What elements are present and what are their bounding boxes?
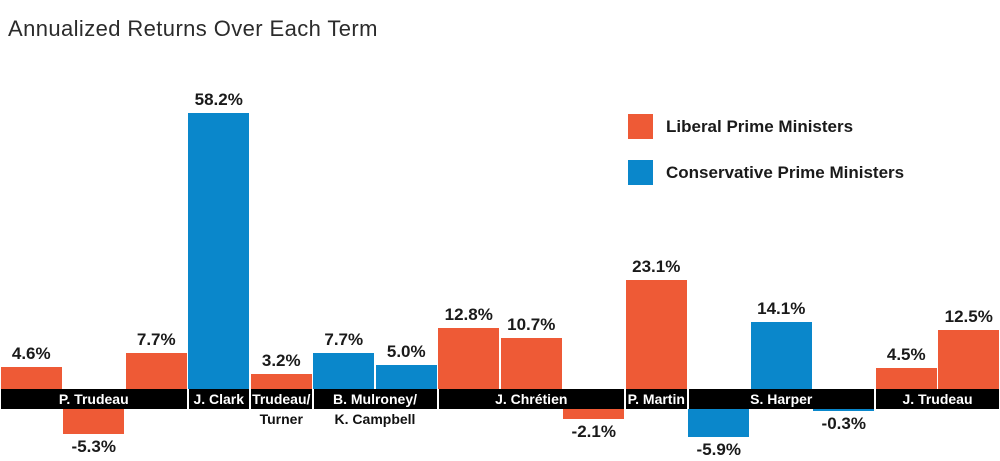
bar-7 bbox=[438, 328, 500, 389]
bar-9 bbox=[563, 409, 625, 419]
bar-12 bbox=[750, 322, 812, 389]
bar-value-label-3: 58.2% bbox=[194, 90, 243, 110]
bar-value-label-9: -2.1% bbox=[571, 421, 616, 441]
bar-10 bbox=[625, 279, 687, 389]
bar-0 bbox=[0, 367, 62, 389]
bar-13 bbox=[813, 409, 875, 411]
bar-value-label-10: 23.1% bbox=[632, 256, 681, 276]
bar-15 bbox=[938, 329, 1000, 389]
bar-8 bbox=[500, 338, 562, 389]
axis-term-label-6: S. Harper bbox=[750, 391, 813, 407]
bar-3 bbox=[188, 113, 250, 389]
axis-term-segment-4: J. Chrétien bbox=[438, 389, 624, 409]
legend-item-conservative: Conservative Prime Ministers bbox=[628, 160, 904, 185]
chart-title: Annualized Returns Over Each Term bbox=[8, 16, 378, 41]
bar-value-label-6: 5.0% bbox=[386, 342, 426, 362]
axis-term-label-5: P. Martin bbox=[627, 391, 685, 407]
bar-value-label-0: 4.6% bbox=[11, 344, 51, 364]
bar-value-label-14: 4.5% bbox=[886, 344, 926, 364]
axis-term-segment-3: B. Mulroney/ bbox=[313, 389, 437, 409]
bar-5 bbox=[313, 352, 375, 389]
bar-14 bbox=[875, 367, 937, 389]
bar-value-label-7: 12.8% bbox=[444, 305, 493, 325]
bar-11 bbox=[688, 409, 750, 437]
liberal-color-swatch bbox=[628, 114, 653, 139]
axis-term-label-3: B. Mulroney/ bbox=[332, 391, 417, 407]
bar-value-label-5: 7.7% bbox=[324, 329, 364, 349]
axis-term-segment-6: S. Harper bbox=[688, 389, 874, 409]
bar-value-label-2: 7.7% bbox=[136, 329, 176, 349]
bar-value-label-4: 3.2% bbox=[261, 350, 301, 370]
bar-value-label-11: -5.9% bbox=[696, 439, 741, 459]
bar-4 bbox=[250, 373, 312, 389]
bar-6 bbox=[375, 365, 437, 389]
bar-2 bbox=[125, 352, 187, 389]
legend-label-liberal: Liberal Prime Ministers bbox=[666, 116, 854, 136]
bar-value-label-13: -0.3% bbox=[821, 414, 866, 433]
bar-value-label-1: -5.3% bbox=[71, 437, 116, 457]
bar-value-label-15: 12.5% bbox=[944, 306, 993, 326]
axis-term-segment-7: J. Trudeau bbox=[876, 389, 999, 409]
axis-term-label-7: J. Trudeau bbox=[902, 391, 973, 407]
axis-term-segment-5: P. Martin bbox=[626, 389, 687, 409]
axis-term-label-4: J. Chrétien bbox=[495, 391, 568, 407]
bar-value-label-8: 10.7% bbox=[507, 315, 556, 335]
axis-term-sublabel-2: Turner bbox=[259, 411, 303, 427]
bar-value-label-12: 14.1% bbox=[757, 299, 806, 319]
axis-term-label-0: P. Trudeau bbox=[58, 391, 129, 407]
axis-term-segment-0: P. Trudeau bbox=[1, 389, 187, 409]
bar-1 bbox=[63, 409, 125, 435]
conservative-color-swatch bbox=[628, 160, 653, 185]
axis-term-sublabel-3: K. Campbell bbox=[334, 411, 416, 427]
legend-item-liberal: Liberal Prime Ministers bbox=[628, 114, 904, 139]
axis-term-label-1: J. Clark bbox=[193, 391, 245, 407]
axis-term-label-2: Trudeau/ bbox=[252, 391, 311, 407]
axis-term-segment-2: Trudeau/ bbox=[251, 389, 312, 409]
axis-term-segment-1: J. Clark bbox=[188, 389, 249, 409]
legend: Liberal Prime Ministers Conservative Pri… bbox=[628, 114, 904, 206]
legend-label-conservative: Conservative Prime Ministers bbox=[666, 162, 905, 182]
